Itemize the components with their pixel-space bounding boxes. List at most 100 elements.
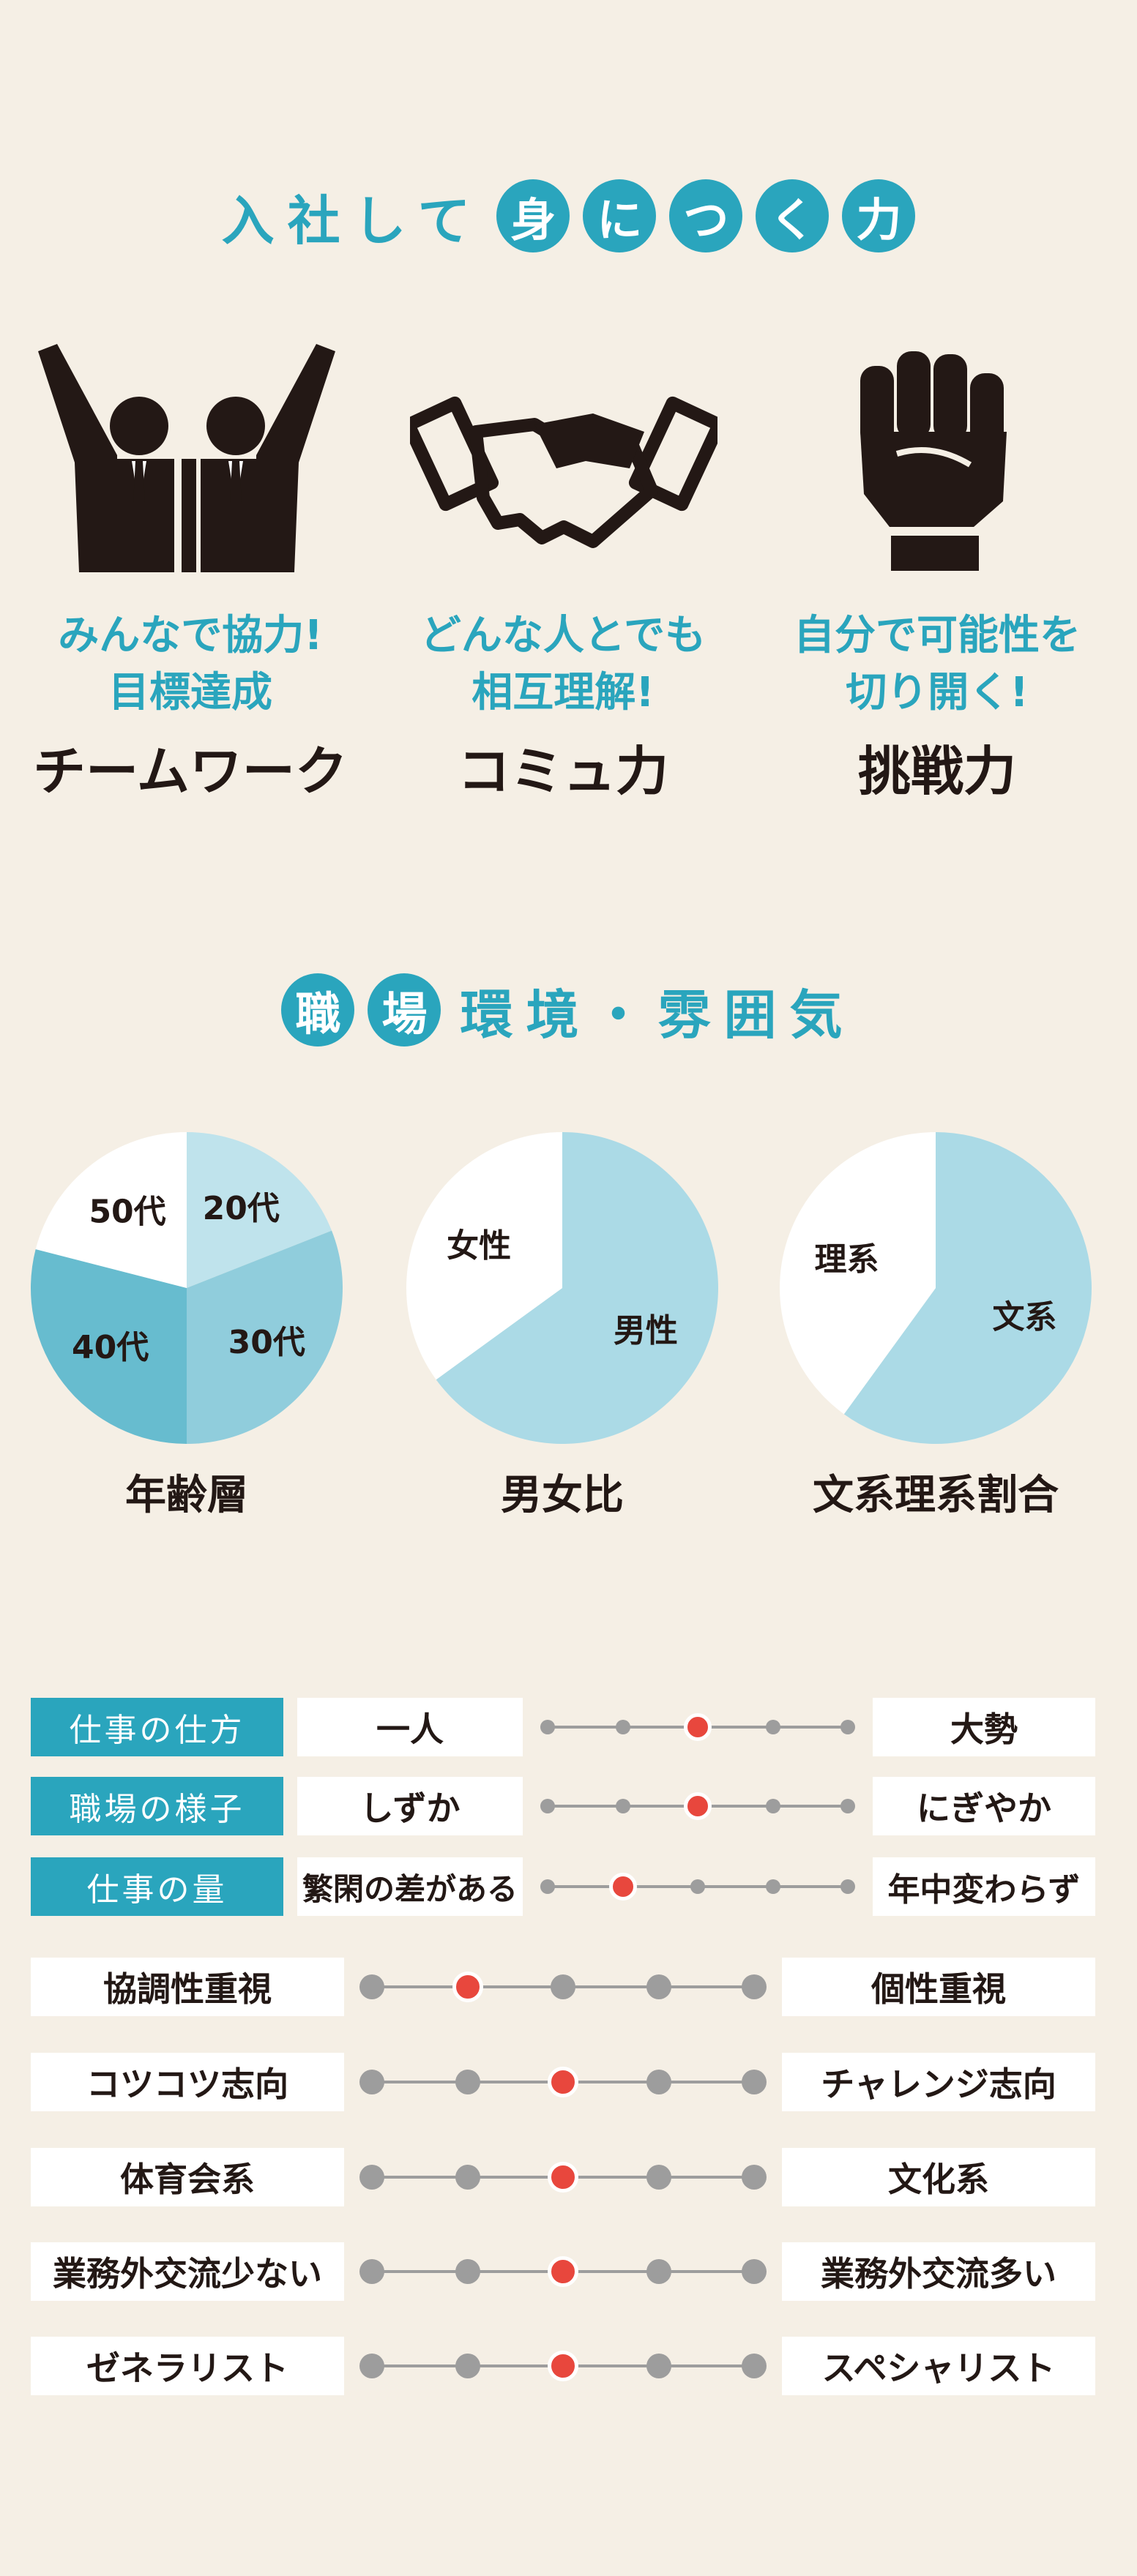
pie-slice [406,1132,562,1380]
scale-right-label: 業務外交流多い [782,2242,1095,2301]
scale-left-label: 一人 [297,1698,523,1756]
pie-slice [187,1132,332,1288]
scale-row: 協調性重視 個性重視 [0,1958,1137,2016]
pie-slice-label: 女性 [447,1227,511,1265]
scale-right-label: チャレンジ志向 [782,2053,1095,2111]
scale-dot [540,1720,555,1734]
scale-dot [359,1974,384,1999]
scale-dot [455,2070,480,2094]
scale-right-label: にぎやか [873,1777,1095,1835]
scale-dot [742,2354,767,2378]
scale-selected-dot [548,2162,578,2193]
section-title-environment: 職 場 環境・雰囲気 [0,970,1137,1050]
scale-left-label: 繁閑の差がある [297,1857,523,1916]
scale-selected-dot [684,1792,712,1820]
scale-topic-label: 仕事の量 [31,1857,283,1916]
pie-slice-label: 男性 [614,1312,678,1349]
skill-desc: 相互理解! [471,669,655,716]
scale-dot [646,2165,671,2190]
title-circle-char: に [583,179,657,252]
scale-dot [540,1799,555,1813]
scale-dot [840,1799,855,1813]
skill-name: チームワーク [33,741,348,802]
scale-dot [742,2165,767,2190]
pie-slice-label: 30代 [228,1324,305,1361]
scale-right-label: 年中変わらず [873,1857,1095,1916]
pie-slice [35,1132,187,1288]
scale-right-label: 文化系 [782,2148,1095,2206]
scale-dot [840,1879,855,1894]
scale-dot [359,2165,384,2190]
scale-dot [455,2259,480,2284]
scale-dot [765,1720,780,1734]
title-circle-char: 力 [842,179,916,252]
scale-dot [646,2070,671,2094]
scale-row: 仕事の仕方 一人 大勢 [0,1698,1137,1756]
scale-dot [615,1720,630,1734]
title-text: 入社して [221,190,484,252]
skill-desc: 切り開く! [846,669,1029,716]
title-circle-char: 職 [281,973,355,1046]
pie-slice [187,1230,343,1444]
pie-chart-major: 文系 理系 [780,1132,1092,1444]
scale-dot [646,2354,671,2378]
scale-right-label: 大勢 [873,1698,1095,1756]
title-circle-char: つ [669,179,743,252]
pie-chart-age: 20代 30代 40代 50代 [30,1132,343,1444]
scale-left-label: コツコツ志向 [31,2053,344,2111]
scale-row: 業務外交流少ない 業務外交流多い [0,2242,1137,2301]
scale-dot [615,1799,630,1813]
scale-row: 職場の様子 しずか にぎやか [0,1777,1137,1835]
scale-dot [765,1879,780,1894]
scale-left-label: 協調性重視 [31,1958,344,2016]
scale-left-label: ゼネラリスト [31,2337,344,2395]
scale-selected-dot [548,2256,578,2287]
pie-slice [436,1132,718,1444]
scale-dot [455,2354,480,2378]
skill-desc: 自分で可能性を [794,612,1081,659]
skill-communication: どんな人とでも 相互理解! コミュ力 [380,607,746,806]
scale-selected-dot [548,2351,578,2381]
celebrating-people-icon [38,344,335,572]
scale-dot [455,2165,480,2190]
scale-row: ゼネラリスト スペシャリスト [0,2337,1137,2395]
scale-topic-label: 仕事の仕方 [31,1698,283,1756]
pie-slice [780,1132,936,1415]
raised-fist-icon [860,351,1007,571]
pie-chart-gender: 男性 女性 [406,1132,718,1444]
scale-left-label: しずか [297,1777,523,1835]
scale-dot [540,1879,555,1894]
skill-name: 挑戦力 [857,741,1016,802]
scale-dot [690,1879,705,1894]
scale-right-label: スペシャリスト [782,2337,1095,2395]
skill-desc: 目標達成 [108,669,272,716]
scale-selected-dot [548,2067,578,2097]
handshake-icon [410,396,717,548]
scale-dot [742,2070,767,2094]
scale-dot [359,2259,384,2284]
scale-selected-dot [452,1972,483,2002]
title-circle-char: 場 [368,973,441,1046]
scale-dot [646,2259,671,2284]
pie-slice-label: 20代 [203,1190,280,1227]
skill-challenge: 自分で可能性を 切り開く! 挑戦力 [754,607,1120,806]
scale-dot [646,1974,671,1999]
skill-name: コミュ力 [457,741,668,802]
scale-dot [359,2354,384,2378]
pie-title-age: 年齢層 [125,1472,248,1519]
scale-dot [742,2259,767,2284]
scale-left-label: 体育会系 [31,2148,344,2206]
pie-slice-label: 50代 [89,1194,165,1231]
scale-dot [551,1974,575,1999]
title-text: 環境・雰囲気 [460,984,856,1046]
scale-topic-label: 職場の様子 [31,1777,283,1835]
pie-slice-label: 40代 [72,1329,149,1366]
section-title-skills: 入社して 身 に つ く 力 [0,176,1137,256]
title-circle-char: く [756,179,830,252]
scale-left-label: 業務外交流少ない [31,2242,344,2301]
scale-dot [765,1799,780,1813]
title-circle-char: 身 [496,179,570,252]
pie-slice [843,1132,1092,1444]
scale-row: 仕事の量 繁閑の差がある 年中変わらず [0,1857,1137,1916]
scale-dot [742,1974,767,1999]
